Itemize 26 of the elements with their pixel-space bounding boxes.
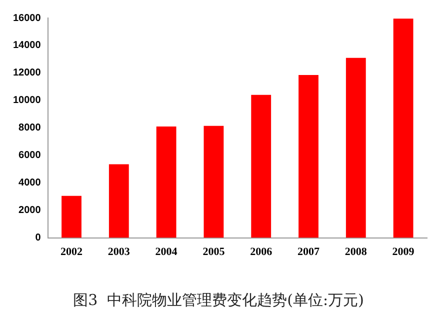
x-tick-label: 2007: [298, 246, 320, 258]
y-tick-label: 4000: [18, 178, 42, 189]
text: 图3 中科院物业管理费变化趋势(单位:万元): [73, 290, 364, 309]
bar: [298, 75, 318, 238]
y-tick-label: 12000: [12, 68, 42, 79]
y-tick-label: 16000: [12, 12, 42, 24]
bar: [393, 18, 414, 238]
y-tick-label: 0: [35, 232, 42, 244]
y-tick-label: 8000: [18, 122, 42, 134]
x-tick-label: 2004: [155, 246, 178, 258]
bar: [62, 196, 82, 238]
y-tick-label: 2000: [18, 205, 42, 216]
x-tick-label: 2006: [250, 246, 273, 258]
bar: [156, 126, 176, 238]
y-tick-label: 6000: [18, 150, 42, 162]
bar: [204, 126, 224, 238]
x-tick-label: 2009: [392, 246, 415, 258]
y-tick-label: 10000: [12, 95, 42, 106]
bar: [346, 58, 366, 238]
x-tick-label: 2005: [202, 246, 226, 258]
bar: [108, 164, 129, 238]
x-tick-label: 2002: [60, 246, 84, 258]
bar: [251, 94, 272, 238]
x-tick-label: 2008: [344, 246, 368, 258]
y-tick-label: 14000: [12, 40, 42, 52]
x-tick-label: 2003: [108, 246, 130, 258]
